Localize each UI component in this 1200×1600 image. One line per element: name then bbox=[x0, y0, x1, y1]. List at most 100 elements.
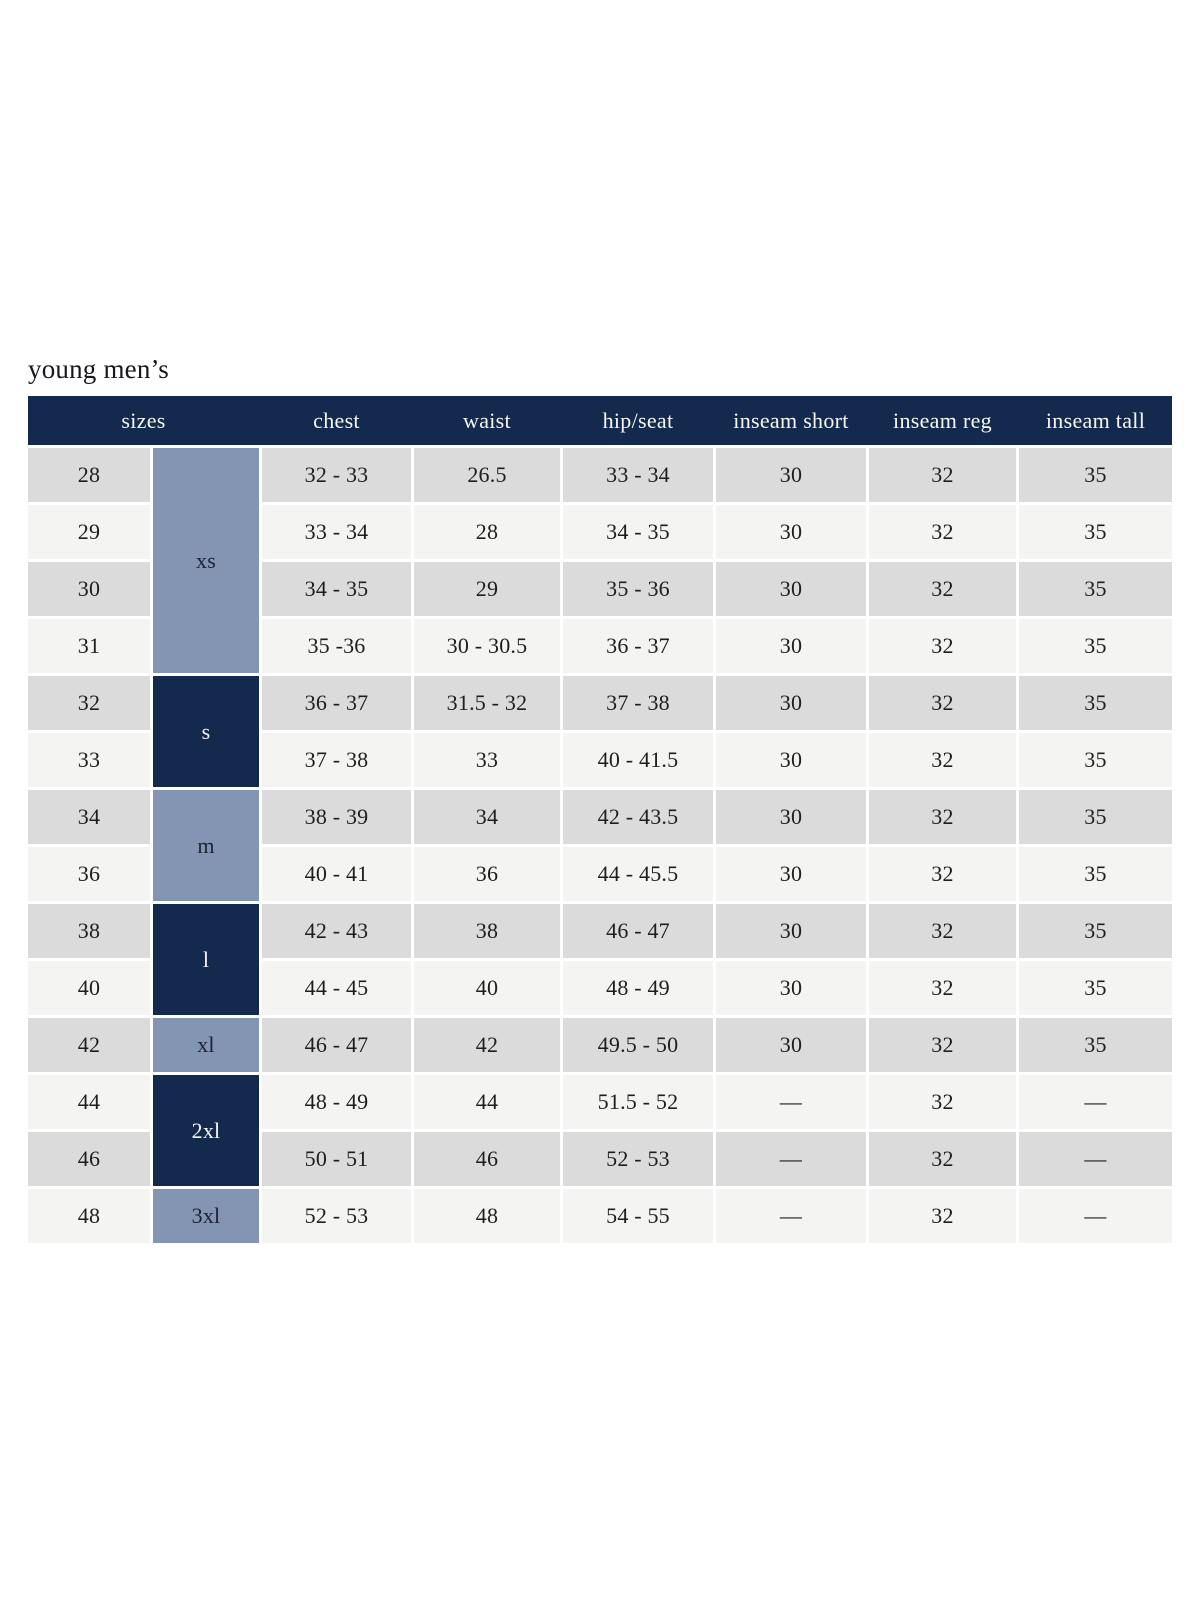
inseam-short-cell: 30 bbox=[716, 1018, 866, 1072]
hip-seat-cell: 34 - 35 bbox=[563, 505, 713, 559]
size-value-cell: 34 bbox=[28, 790, 150, 844]
chest-cell: 38 - 39 bbox=[262, 790, 411, 844]
size-value-cell: 31 bbox=[28, 619, 150, 673]
size-value-cell: 48 bbox=[28, 1189, 150, 1243]
waist-cell: 48 bbox=[414, 1189, 560, 1243]
hip-seat-cell: 46 - 47 bbox=[563, 904, 713, 958]
inseam-reg-cell: 32 bbox=[869, 448, 1016, 502]
inseam-tall-cell: 35 bbox=[1019, 790, 1172, 844]
hip-seat-cell: 49.5 - 50 bbox=[563, 1018, 713, 1072]
hip-seat-cell: 51.5 - 52 bbox=[563, 1075, 713, 1129]
size-group-cell-xs: xs bbox=[153, 448, 259, 673]
chest-cell: 33 - 34 bbox=[262, 505, 411, 559]
size-value-cell: 44 bbox=[28, 1075, 150, 1129]
chest-cell: 42 - 43 bbox=[262, 904, 411, 958]
chest-cell: 36 - 37 bbox=[262, 676, 411, 730]
size-value-cell: 32 bbox=[28, 676, 150, 730]
hip-seat-cell: 44 - 45.5 bbox=[563, 847, 713, 901]
chest-cell: 35 -36 bbox=[262, 619, 411, 673]
chest-cell: 44 - 45 bbox=[262, 961, 411, 1015]
inseam-tall-cell: 35 bbox=[1019, 505, 1172, 559]
inseam-reg-cell: 32 bbox=[869, 961, 1016, 1015]
inseam-tall-cell: — bbox=[1019, 1132, 1172, 1186]
inseam-tall-cell: 35 bbox=[1019, 1018, 1172, 1072]
page: young men’s sizes chest waist hip/seat i… bbox=[28, 354, 1172, 1243]
hip-seat-cell: 35 - 36 bbox=[563, 562, 713, 616]
hip-seat-cell: 42 - 43.5 bbox=[563, 790, 713, 844]
chest-cell: 34 - 35 bbox=[262, 562, 411, 616]
hip-seat-cell: 52 - 53 bbox=[563, 1132, 713, 1186]
chest-cell: 50 - 51 bbox=[262, 1132, 411, 1186]
size-group-cell-2xl: 2xl bbox=[153, 1075, 259, 1186]
column-header-inseam-short: inseam short bbox=[733, 407, 849, 433]
size-value-cell: 40 bbox=[28, 961, 150, 1015]
hip-seat-cell: 40 - 41.5 bbox=[563, 733, 713, 787]
size-value-cell: 28 bbox=[28, 448, 150, 502]
inseam-reg-cell: 32 bbox=[869, 1018, 1016, 1072]
inseam-short-cell: — bbox=[716, 1132, 866, 1186]
waist-cell: 42 bbox=[414, 1018, 560, 1072]
chest-cell: 37 - 38 bbox=[262, 733, 411, 787]
chest-cell: 48 - 49 bbox=[262, 1075, 411, 1129]
waist-cell: 44 bbox=[414, 1075, 560, 1129]
waist-cell: 36 bbox=[414, 847, 560, 901]
inseam-reg-cell: 32 bbox=[869, 1075, 1016, 1129]
table-header-row: sizes chest waist hip/seat inseam short … bbox=[28, 396, 1172, 445]
size-group-cell-xl: xl bbox=[153, 1018, 259, 1072]
chest-cell: 46 - 47 bbox=[262, 1018, 411, 1072]
inseam-reg-cell: 32 bbox=[869, 847, 1016, 901]
chest-cell: 52 - 53 bbox=[262, 1189, 411, 1243]
column-header-inseam-tall: inseam tall bbox=[1045, 407, 1146, 433]
size-value-cell: 38 bbox=[28, 904, 150, 958]
waist-cell: 31.5 - 32 bbox=[414, 676, 560, 730]
inseam-tall-cell: 35 bbox=[1019, 847, 1172, 901]
inseam-tall-cell: — bbox=[1019, 1075, 1172, 1129]
inseam-reg-cell: 32 bbox=[869, 619, 1016, 673]
chest-cell: 40 - 41 bbox=[262, 847, 411, 901]
inseam-short-cell: 30 bbox=[716, 790, 866, 844]
size-value-cell: 29 bbox=[28, 505, 150, 559]
inseam-reg-cell: 32 bbox=[869, 505, 1016, 559]
waist-cell: 30 - 30.5 bbox=[414, 619, 560, 673]
inseam-short-cell: 30 bbox=[716, 448, 866, 502]
size-group-cell-s: s bbox=[153, 676, 259, 787]
size-value-cell: 30 bbox=[28, 562, 150, 616]
inseam-reg-cell: 32 bbox=[869, 1132, 1016, 1186]
inseam-short-cell: 30 bbox=[716, 562, 866, 616]
waist-cell: 34 bbox=[414, 790, 560, 844]
inseam-short-cell: 30 bbox=[716, 847, 866, 901]
inseam-short-cell: 30 bbox=[716, 619, 866, 673]
waist-cell: 28 bbox=[414, 505, 560, 559]
page-title: young men’s bbox=[28, 354, 169, 384]
waist-cell: 40 bbox=[414, 961, 560, 1015]
inseam-tall-cell: 35 bbox=[1019, 619, 1172, 673]
hip-seat-cell: 48 - 49 bbox=[563, 961, 713, 1015]
inseam-short-cell: 30 bbox=[716, 676, 866, 730]
inseam-short-cell: — bbox=[716, 1075, 866, 1129]
hip-seat-cell: 37 - 38 bbox=[563, 676, 713, 730]
column-header-waist: waist bbox=[463, 407, 511, 433]
column-header-hip-seat: hip/seat bbox=[602, 407, 674, 433]
hip-seat-cell: 33 - 34 bbox=[563, 448, 713, 502]
inseam-tall-cell: 35 bbox=[1019, 733, 1172, 787]
inseam-tall-cell: 35 bbox=[1019, 448, 1172, 502]
inseam-reg-cell: 32 bbox=[869, 904, 1016, 958]
inseam-tall-cell: 35 bbox=[1019, 961, 1172, 1015]
size-value-cell: 46 bbox=[28, 1132, 150, 1186]
column-header-sizes: sizes bbox=[121, 407, 166, 433]
size-value-cell: 42 bbox=[28, 1018, 150, 1072]
inseam-tall-cell: 35 bbox=[1019, 676, 1172, 730]
waist-cell: 46 bbox=[414, 1132, 560, 1186]
column-header-inseam-reg: inseam reg bbox=[893, 407, 992, 433]
column-header-chest: chest bbox=[313, 407, 360, 433]
inseam-short-cell: 30 bbox=[716, 505, 866, 559]
inseam-reg-cell: 32 bbox=[869, 790, 1016, 844]
inseam-tall-cell: — bbox=[1019, 1189, 1172, 1243]
size-group-cell-m: m bbox=[153, 790, 259, 901]
size-chart-table: sizes chest waist hip/seat inseam short … bbox=[28, 396, 1172, 1243]
table-body: 28 xs 32 - 33 26.5 33 - 34 30 32 35 29 33 - 34 28 3… bbox=[28, 448, 1172, 1243]
inseam-short-cell: 30 bbox=[716, 733, 866, 787]
size-group-cell-l: l bbox=[153, 904, 259, 1015]
waist-cell: 33 bbox=[414, 733, 560, 787]
hip-seat-cell: 54 - 55 bbox=[563, 1189, 713, 1243]
